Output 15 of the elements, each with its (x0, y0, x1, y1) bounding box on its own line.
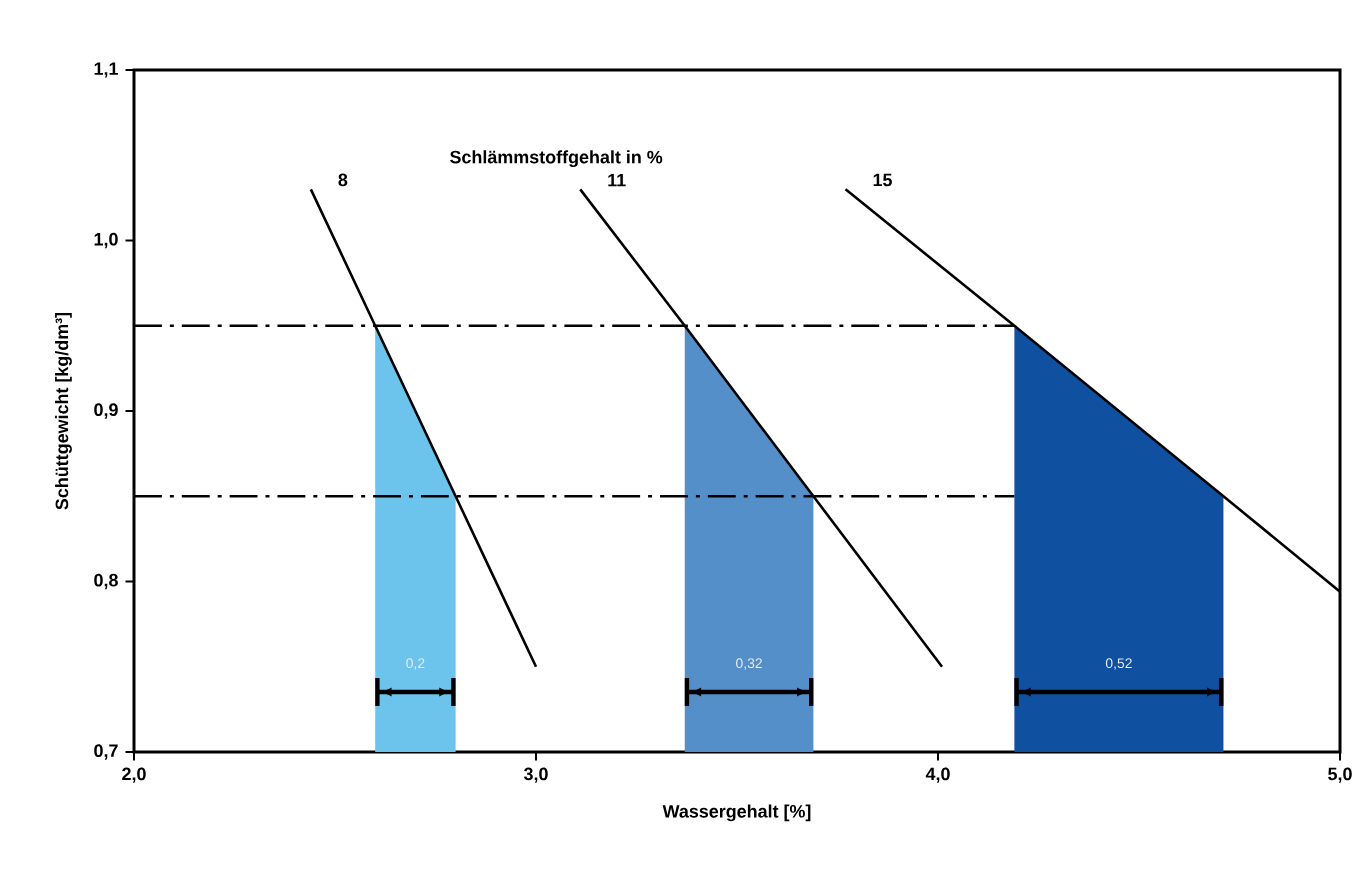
x-tick-label: 3,0 (523, 767, 548, 783)
x-tick-label: 5,0 (1328, 767, 1352, 783)
y-tick-label: 1,1 (94, 62, 118, 78)
x-tick-label: 4,0 (925, 767, 950, 783)
y-tick-label: 0,9 (94, 403, 118, 419)
series-label: 8 (338, 173, 348, 187)
y-tick-label: 0,7 (94, 744, 118, 760)
series-label: 15 (873, 173, 892, 187)
x-axis-title: Wassergehalt [%] (662, 804, 811, 822)
y-tick-label: 1,0 (94, 232, 118, 249)
y-axis-title: Schüttgewicht [kg/dm³] (55, 312, 72, 510)
y-tick-label: 0,8 (94, 573, 118, 590)
annotation: Schlämmstoffgehalt in % (450, 150, 663, 168)
x-tick-label: 2,0 (122, 767, 146, 783)
series-label: 11 (608, 173, 626, 187)
